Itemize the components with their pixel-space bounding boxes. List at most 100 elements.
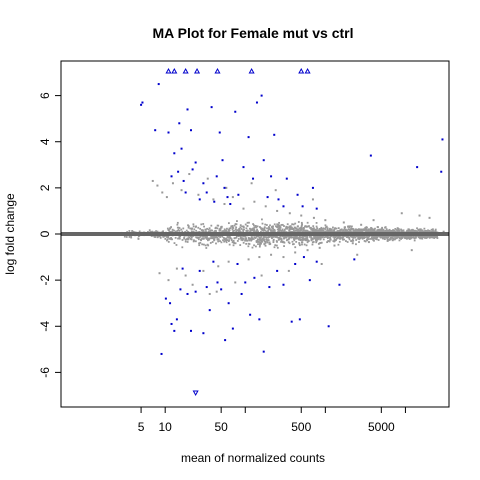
background-point xyxy=(228,240,230,242)
background-point xyxy=(349,238,351,240)
nonsignificant-point xyxy=(207,178,209,180)
background-point xyxy=(287,228,289,230)
background-point xyxy=(229,229,231,231)
nonsignificant-point xyxy=(288,270,290,272)
background-point xyxy=(423,236,425,238)
background-point xyxy=(239,244,241,246)
background-point xyxy=(210,242,212,244)
background-point xyxy=(274,223,276,225)
background-point xyxy=(298,221,300,223)
significant-point xyxy=(294,263,296,265)
background-point xyxy=(365,227,367,229)
y-tick-label: 2 xyxy=(38,184,52,191)
background-point xyxy=(216,227,218,229)
background-point xyxy=(264,244,266,246)
nonsignificant-point xyxy=(419,215,421,217)
background-point xyxy=(305,239,307,241)
background-point xyxy=(346,229,348,231)
significant-point xyxy=(232,328,234,330)
background-point xyxy=(243,226,245,228)
background-point xyxy=(293,237,295,239)
background-point xyxy=(355,239,357,241)
background-point xyxy=(276,240,278,242)
background-point xyxy=(328,230,330,232)
significant-point xyxy=(282,205,284,207)
significant-point xyxy=(169,302,171,304)
background-point xyxy=(195,230,197,232)
x-tick-label: 5 xyxy=(138,420,145,434)
significant-point xyxy=(309,279,311,281)
significant-point xyxy=(161,353,163,355)
y-tick-label: -6 xyxy=(38,367,52,378)
background-point xyxy=(366,229,368,231)
nonsignificant-point xyxy=(373,219,375,221)
background-point xyxy=(375,236,377,238)
background-point xyxy=(385,226,387,228)
out-of-range-point xyxy=(215,69,219,73)
significant-point xyxy=(237,194,239,196)
significant-point xyxy=(158,83,160,85)
nonsignificant-point xyxy=(242,208,244,210)
nonsignificant-point xyxy=(197,194,199,196)
background-point xyxy=(264,224,266,226)
background-point xyxy=(332,229,334,231)
background-point xyxy=(181,246,183,248)
background-point xyxy=(177,227,179,229)
background-point xyxy=(232,241,234,243)
background-point xyxy=(277,247,279,249)
nonsignificant-point xyxy=(333,245,335,247)
background-point xyxy=(278,239,280,241)
significant-point xyxy=(202,332,204,334)
significant-point xyxy=(227,196,229,198)
background-point xyxy=(392,237,394,239)
background-point xyxy=(436,237,438,239)
background-point xyxy=(237,240,239,242)
background-point xyxy=(274,244,276,246)
background-point xyxy=(290,225,292,227)
background-point xyxy=(283,238,285,240)
significant-point xyxy=(173,330,175,332)
background-point xyxy=(187,241,189,243)
background-point xyxy=(261,241,263,243)
background-point xyxy=(369,230,371,232)
background-point xyxy=(255,246,257,248)
background-point xyxy=(283,225,285,227)
nonsignificant-point xyxy=(162,236,164,238)
significant-point xyxy=(297,194,299,196)
background-point xyxy=(235,242,237,244)
background-point xyxy=(209,227,211,229)
background-point xyxy=(276,223,278,225)
background-point xyxy=(259,238,261,240)
nonsignificant-point xyxy=(377,226,379,228)
background-point xyxy=(426,236,428,238)
nonsignificant-point xyxy=(265,205,267,207)
background-point xyxy=(418,236,420,238)
background-point xyxy=(252,247,254,249)
significant-point xyxy=(312,187,314,189)
background-point xyxy=(323,238,325,240)
significant-point xyxy=(228,302,230,304)
background-point xyxy=(229,237,231,239)
significant-point xyxy=(195,291,197,293)
background-point xyxy=(272,227,274,229)
background-point xyxy=(355,243,357,245)
nonsignificant-point xyxy=(275,189,277,191)
nonsignificant-point xyxy=(251,182,253,184)
background-point xyxy=(301,241,303,243)
background-point xyxy=(193,228,195,230)
significant-point xyxy=(234,111,236,113)
nonsignificant-point xyxy=(432,228,434,230)
nonsignificant-point xyxy=(156,185,158,187)
significant-point xyxy=(252,178,254,180)
significant-point xyxy=(244,281,246,283)
significant-point xyxy=(224,339,226,341)
background-point xyxy=(185,241,187,243)
background-point xyxy=(399,239,401,241)
nonsignificant-point xyxy=(228,261,230,263)
background-point xyxy=(129,236,131,238)
background-point xyxy=(245,238,247,240)
significant-point xyxy=(441,138,443,140)
nonsignificant-point xyxy=(161,191,163,193)
background-point xyxy=(238,238,240,240)
background-point xyxy=(267,242,269,244)
